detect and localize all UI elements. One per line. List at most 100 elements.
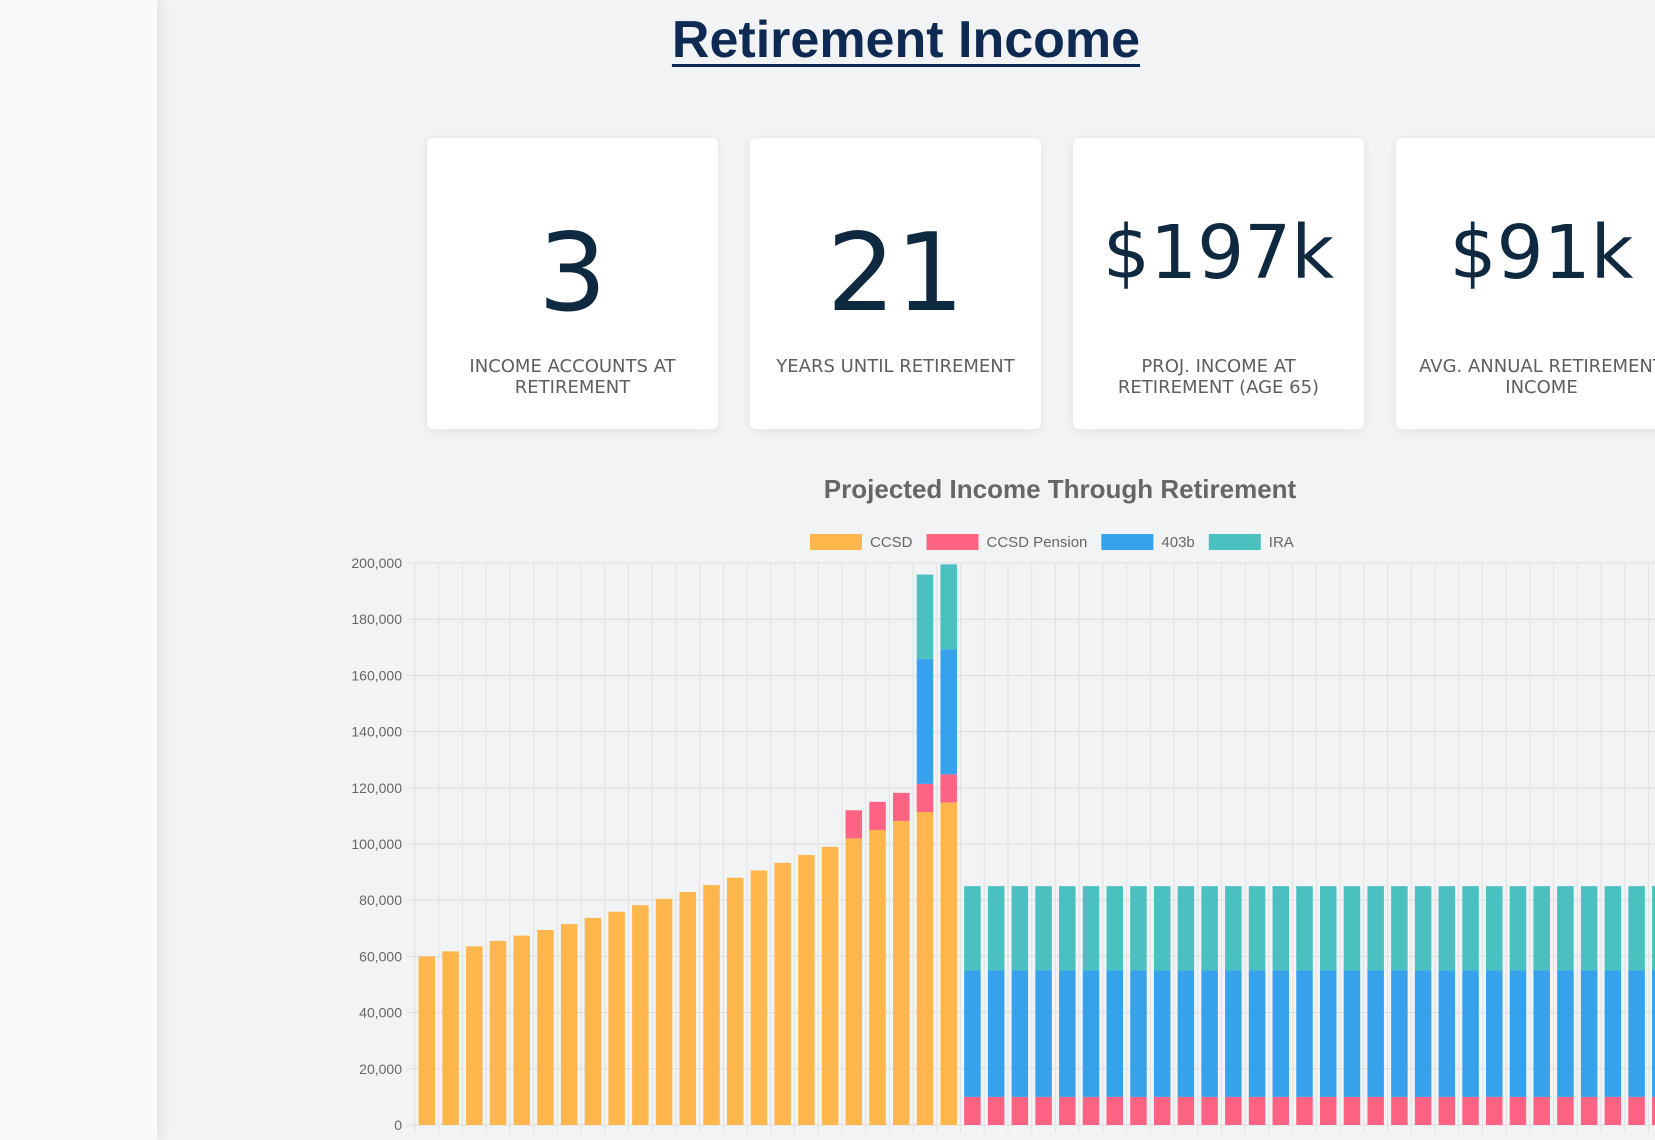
bar-ira — [1343, 886, 1361, 971]
bar-ccsd-pension — [1628, 1096, 1645, 1125]
bar-ccsd-pension — [1343, 1096, 1361, 1125]
bar-ccsd — [750, 870, 768, 1125]
bar-ccsd-pension — [1248, 1096, 1266, 1125]
legend-label: IRA — [1269, 534, 1294, 551]
y-tick-label: 20,000 — [359, 1061, 402, 1077]
legend-label: CCSD — [870, 534, 913, 551]
bar-ira — [1438, 886, 1456, 971]
bar-ccsd-pension — [1462, 1096, 1479, 1125]
bar-ccsd — [726, 877, 744, 1125]
bar-ccsd-pension — [1059, 1096, 1076, 1125]
bar-403b — [964, 970, 981, 1097]
bar-ccsd — [655, 898, 673, 1125]
stat-card-income-accounts: 3 INCOME ACCOUNTS AT RETIREMENT — [427, 138, 718, 429]
y-tick-label: 120,000 — [351, 780, 402, 796]
page-title: Retirement Income — [671, 11, 1141, 69]
bar-403b — [1367, 970, 1384, 1097]
bar-ira — [1035, 886, 1052, 971]
bar-ccsd — [845, 838, 863, 1125]
legend-label: CCSD Pension — [987, 534, 1088, 551]
stat-card-years-until-retirement: 21 YEARS UNTIL RETIREMENT — [750, 138, 1041, 429]
bar-ccsd-pension — [1486, 1096, 1503, 1125]
bar-ira — [1296, 886, 1313, 971]
bar-ccsd-pension — [1319, 1096, 1337, 1125]
bar-ira — [1509, 886, 1527, 971]
bar-ccsd-pension — [1509, 1096, 1527, 1125]
bar-ccsd — [489, 940, 507, 1125]
bar-ira — [1130, 886, 1147, 971]
bar-ira — [1011, 886, 1029, 971]
y-tick-label: 40,000 — [359, 1005, 402, 1021]
y-tick-label: 0 — [394, 1117, 402, 1133]
bar-ccsd-pension — [940, 774, 957, 803]
bar-ccsd — [703, 885, 720, 1125]
stat-label: INCOME ACCOUNTS AT RETIREMENT — [469, 356, 676, 398]
bar-ccsd — [584, 917, 602, 1125]
bar-403b — [1438, 970, 1456, 1097]
bar-ccsd-pension — [987, 1096, 1005, 1125]
bar-ira — [1391, 886, 1408, 971]
bar-ccsd-pension — [1082, 1096, 1100, 1125]
bar-ira — [1272, 886, 1290, 971]
bar-ccsd — [869, 829, 886, 1125]
bar-ccsd-pension — [1557, 1096, 1574, 1125]
bar-403b — [1177, 970, 1195, 1097]
y-tick-label: 60,000 — [359, 948, 402, 964]
bar-403b — [1557, 970, 1574, 1097]
bar-403b — [1296, 970, 1313, 1097]
bar-403b — [987, 970, 1005, 1097]
bar-ccsd — [608, 911, 625, 1125]
bar-403b — [1533, 970, 1550, 1097]
bar-ccsd-pension — [845, 810, 863, 839]
bar-403b — [1580, 970, 1598, 1097]
bar-403b — [1652, 970, 1655, 1097]
bar-ira — [940, 564, 957, 650]
bar-403b — [1486, 970, 1503, 1097]
bar-ccsd-pension — [1391, 1096, 1408, 1125]
bar-ira — [1319, 886, 1337, 971]
bar-ira — [1248, 886, 1266, 971]
bar-ccsd-pension — [869, 801, 886, 830]
bar-ccsd — [442, 951, 459, 1125]
bar-ccsd — [632, 905, 649, 1125]
bar-ira — [1652, 886, 1655, 971]
y-tick-label: 80,000 — [359, 892, 402, 908]
bar-ccsd — [466, 946, 483, 1125]
stat-label: PROJ. INCOME AT RETIREMENT (AGE 65) — [1117, 356, 1320, 398]
stat-card-avg-annual-income: $91k AVG. ANNUAL RETIREMENT INCOME — [1396, 138, 1655, 429]
bar-ccsd-pension — [964, 1096, 981, 1125]
legend-swatch — [1101, 534, 1154, 550]
bar-ccsd-pension — [1533, 1096, 1550, 1125]
bar-ira — [1462, 886, 1479, 971]
bar-ccsd — [821, 846, 839, 1125]
bar-ccsd — [916, 811, 934, 1125]
bar-403b — [1391, 970, 1408, 1097]
bar-ccsd-pension — [1604, 1096, 1622, 1125]
bar-ccsd-pension — [1580, 1096, 1598, 1125]
bar-403b — [1272, 970, 1290, 1097]
bar-403b — [1106, 970, 1123, 1097]
bar-ccsd-pension — [1296, 1096, 1313, 1125]
bar-ccsd-pension — [1438, 1096, 1456, 1125]
chart-title: Projected Income Through Retirement — [823, 474, 1297, 504]
bar-403b — [1628, 970, 1645, 1097]
bar-403b — [940, 649, 957, 775]
bar-ccsd — [940, 802, 957, 1125]
bar-ira — [1177, 886, 1195, 971]
bar-403b — [1462, 970, 1479, 1097]
bar-ira — [1580, 886, 1598, 971]
bar-ira — [1533, 886, 1550, 971]
bar-403b — [1082, 970, 1100, 1097]
bar-ira — [1106, 886, 1123, 971]
bar-ira — [916, 574, 934, 659]
stat-value: $197k — [1102, 210, 1335, 296]
bar-ccsd — [537, 929, 554, 1125]
bar-ira — [1153, 886, 1171, 971]
bar-ira — [1225, 886, 1242, 971]
bar-ira — [964, 886, 981, 971]
bar-403b — [1011, 970, 1029, 1097]
bar-403b — [1130, 970, 1147, 1097]
bar-ccsd-pension — [1272, 1096, 1290, 1125]
bar-ira — [1414, 886, 1432, 971]
